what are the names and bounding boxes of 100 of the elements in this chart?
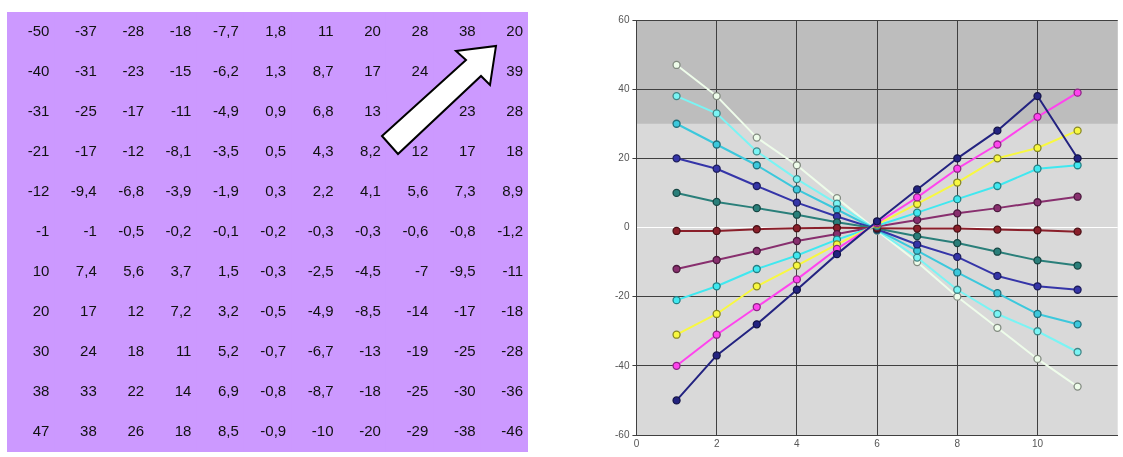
data-label: -1 [83, 222, 97, 240]
data-label: -4,9 [212, 102, 239, 120]
point [712, 255, 721, 265]
point [993, 140, 1002, 149]
data-label: -0,7 [260, 342, 287, 360]
data-label: -31 [75, 62, 97, 80]
point [1073, 192, 1082, 201]
point [953, 238, 962, 248]
data-label: -12 [122, 142, 145, 160]
data-label: -18 [359, 382, 381, 400]
data-label: 28 [506, 102, 523, 120]
point [913, 199, 922, 209]
point [712, 226, 721, 236]
x-tick-label: 4 [794, 437, 801, 449]
data-label: 8,2 [360, 142, 381, 160]
point [993, 271, 1002, 281]
data-label: 26 [127, 422, 145, 440]
point [672, 60, 681, 70]
y-tick-label: -40 [615, 359, 630, 371]
data-label: 33 [80, 382, 97, 400]
data-label: 17 [458, 142, 476, 160]
y-tick-label: -20 [615, 290, 630, 302]
point [832, 249, 842, 259]
data-label: 10 [32, 262, 50, 280]
data-label: 5,2 [217, 342, 239, 360]
point [672, 91, 681, 101]
data-label: 20 [364, 22, 381, 40]
data-label: 24 [411, 62, 429, 80]
point [993, 181, 1002, 191]
data-label: -6,2 [212, 62, 239, 80]
data-label: -36 [501, 382, 523, 400]
data-label: 11 [175, 342, 192, 360]
point [1073, 320, 1082, 329]
point [953, 285, 962, 294]
data-label: 38 [80, 422, 97, 440]
data-label: -0,8 [449, 222, 476, 240]
point [993, 289, 1002, 298]
y-tick-label: 60 [618, 13, 630, 25]
data-label: 12 [127, 302, 145, 320]
data-label: 47 [32, 422, 50, 440]
point [712, 309, 721, 319]
point [1033, 354, 1042, 364]
point [953, 154, 962, 163]
point [1073, 285, 1082, 294]
point [672, 361, 681, 370]
data-label: -10 [311, 422, 334, 440]
point [913, 208, 922, 217]
point [672, 119, 681, 128]
data-label: 8,9 [502, 182, 523, 200]
data-label: -0,2 [165, 222, 192, 240]
point [752, 282, 761, 291]
data-label: -20 [359, 422, 381, 440]
point [953, 194, 962, 204]
point [712, 197, 721, 207]
data-label: -29 [406, 422, 429, 440]
point [993, 154, 1002, 163]
point [752, 264, 761, 274]
point [792, 224, 802, 233]
data-label: -4,5 [355, 262, 381, 280]
data-label: 6,9 [217, 382, 239, 400]
point [1073, 88, 1082, 97]
point [993, 126, 1002, 135]
point [993, 247, 1002, 256]
point [953, 224, 962, 233]
data-label: 24 [80, 342, 97, 360]
x-tick-label: 6 [874, 437, 881, 449]
data-label: 0,9 [265, 102, 287, 120]
data-label: 20 [506, 22, 523, 40]
point [913, 185, 922, 194]
data-label: -37 [75, 22, 97, 40]
x-tick-label: 2 [713, 437, 720, 449]
data-label: -0,2 [260, 222, 287, 240]
point [672, 264, 681, 274]
data-label: 5,6 [123, 262, 145, 280]
point [913, 215, 922, 225]
data-label: -25 [406, 382, 429, 400]
data-label: -0,5 [118, 222, 145, 240]
data-label: -21 [27, 142, 50, 160]
data-label: -17 [122, 102, 145, 120]
point [1033, 91, 1042, 101]
data-label: -18 [169, 22, 192, 40]
point [672, 396, 681, 405]
point [913, 193, 922, 202]
data-label: -0,3 [307, 222, 334, 240]
point [792, 185, 802, 194]
data-label: 1,8 [265, 22, 287, 40]
data-label: -6,7 [307, 342, 334, 360]
data-label: -11 [170, 102, 192, 120]
data-label: -7,7 [212, 22, 239, 40]
data-label: -30 [453, 382, 476, 400]
point [792, 210, 802, 219]
point [752, 181, 761, 191]
data-label: 8,5 [217, 422, 239, 440]
point [792, 261, 802, 270]
point [953, 209, 962, 218]
data-label: -3,9 [165, 182, 192, 200]
y-tick-label: 20 [618, 152, 630, 164]
point [993, 323, 1002, 332]
data-label: -0,6 [402, 222, 429, 240]
point [1073, 126, 1082, 135]
